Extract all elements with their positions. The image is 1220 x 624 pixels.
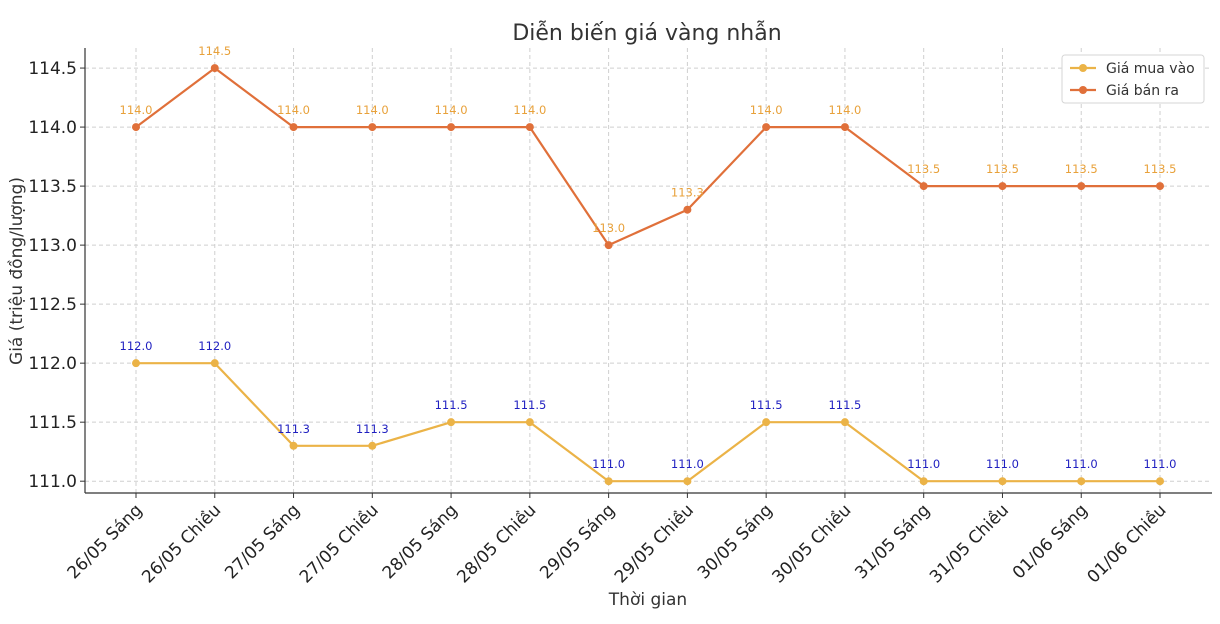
data-point [210,359,219,368]
y-tick-label: 113.5 [28,177,77,197]
x-tick-label: 01/06 Chiều [1083,500,1171,588]
data-labels: 112.0 112.0 111.3 111.3 111.5 111.5 111.0 111.0… [120,44,1177,471]
axes [84,48,1212,494]
data-point [525,123,534,132]
data-point [289,441,298,450]
data-point [368,441,377,450]
data-point [840,123,849,132]
data-point [132,123,140,132]
data-label: 114.0 [750,103,783,117]
legend-label-buy: Giá mua vào [1106,61,1195,77]
data-label: 111.0 [986,457,1019,471]
grid [85,48,1212,493]
data-point [683,477,692,486]
data-label: 114.0 [513,103,546,117]
data-label: 113.5 [986,162,1019,176]
data-point [1156,182,1165,191]
x-tick-label: 01/06 Sáng [1009,500,1092,583]
data-label: 114.0 [277,103,310,117]
data-label: 111.3 [356,422,389,436]
data-label: 111.0 [592,457,625,471]
series [132,64,1165,486]
data-label: 114.5 [198,44,231,58]
data-point [683,205,692,214]
data-label: 111.0 [1144,457,1177,471]
y-tick-label: 111.5 [28,413,77,433]
data-point [840,418,849,427]
x-tick-label: 30/05 Chiều [768,500,856,588]
data-label: 114.0 [435,103,468,117]
x-tick-label: 30/05 Sáng [694,500,777,583]
data-point [525,418,534,427]
data-label: 113.5 [907,162,940,176]
data-point [919,182,928,191]
y-tick-label: 112.5 [28,295,77,315]
data-point [132,359,140,368]
data-point [368,123,377,132]
x-tick-label: 26/05 Chiều [138,500,226,588]
data-point [762,418,771,427]
legend-marker-sell [1079,86,1087,94]
y-tick-label: 113.0 [28,236,77,256]
legend-marker-buy [1079,64,1087,72]
data-label: 114.0 [356,103,389,117]
legend-label-sell: Giá bán ra [1106,83,1179,99]
x-tick-label: 27/05 Chiều [295,500,383,588]
x-tick-label: 31/05 Chiều [925,500,1013,588]
chart-title: Diễn biến giá vàng nhẫn [512,20,781,46]
data-label: 111.3 [277,422,310,436]
data-point [447,123,456,132]
data-label: 111.5 [513,398,546,412]
data-point [447,418,456,427]
data-point [210,64,219,73]
x-tick-label: 28/05 Sáng [379,500,462,583]
legend: Giá mua vào Giá bán ra [1061,54,1205,104]
data-point [998,182,1007,191]
data-label: 114.0 [120,103,153,117]
x-tick-label: 28/05 Chiều [453,500,541,588]
data-label: 111.0 [671,457,704,471]
y-tick-label: 112.0 [28,354,77,374]
y-axis-label: Giá (triệu đồng/lượng) [6,177,27,365]
x-axis-label: Thời gian [608,590,687,610]
y-tick-label: 114.0 [28,118,77,138]
data-point [1156,477,1165,486]
data-point [1077,477,1086,486]
data-label: 111.0 [907,457,940,471]
data-point [1077,182,1086,191]
data-label: 111.5 [828,398,861,412]
data-point [289,123,298,132]
y-tick-label: 114.5 [28,59,77,79]
data-label: 113.5 [1065,162,1098,176]
data-label: 111.0 [1065,457,1098,471]
x-tick-label: 27/05 Sáng [221,500,304,583]
x-tick-label: 29/05 Sáng [536,500,619,583]
data-label: 111.5 [435,398,468,412]
data-point [604,477,613,486]
data-point [762,123,771,132]
series-line-1 [135,66,1160,247]
data-label: 112.0 [120,339,153,353]
data-label: 114.0 [828,103,861,117]
x-tick-label: 29/05 Chiều [610,500,698,588]
data-label: 112.0 [198,339,231,353]
data-point [604,241,613,250]
data-point [919,477,928,486]
data-label: 113.5 [1144,162,1177,176]
x-tick-label: 26/05 Sáng [64,500,147,583]
data-label: 111.5 [750,398,783,412]
data-label: 113.0 [592,221,625,235]
x-tick-label: 31/05 Sáng [851,500,934,583]
y-axis-ticks: 111.0 111.5 112.0 112.5 113.0 113.5 114.0 114.5 [28,59,85,492]
data-label: 113.3 [671,186,704,200]
data-point [998,477,1007,486]
legend-box [1061,54,1205,104]
y-tick-label: 111.0 [28,472,77,492]
series-line-0 [136,362,1160,483]
